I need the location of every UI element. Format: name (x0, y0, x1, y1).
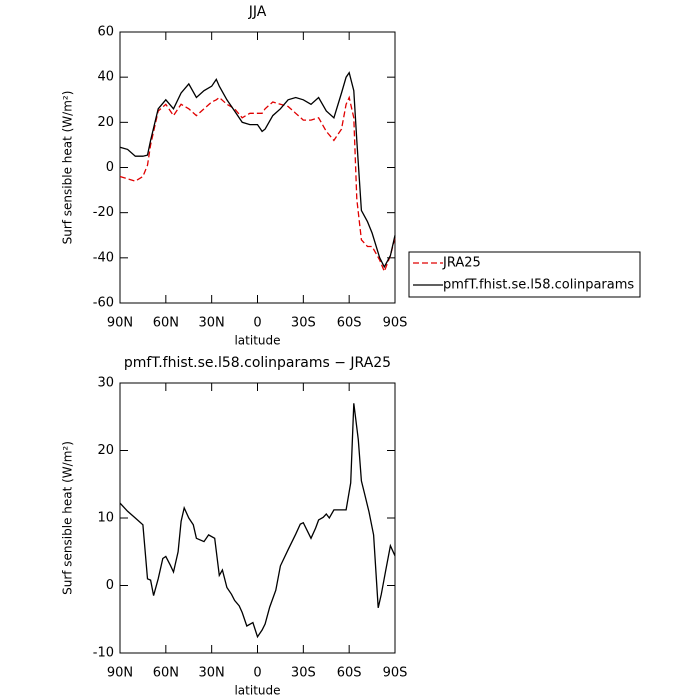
y-tick-label: 20 (97, 443, 114, 458)
chart-title: JJA (248, 4, 267, 20)
x-tick-label: 0 (253, 666, 261, 681)
x-axis-label: latitude (234, 334, 280, 348)
x-tick-label: 0 (253, 316, 261, 331)
x-tick-label: 30N (199, 666, 225, 681)
plot-frame (119, 382, 396, 654)
plot-frame (119, 31, 396, 304)
y-tick-label: 20 (97, 115, 114, 130)
x-tick-label: 90S (383, 316, 408, 331)
series-line (119, 71, 396, 269)
x-tick-label: 60S (337, 316, 362, 331)
x-tick-label: 60N (153, 316, 179, 331)
chart-title: pmfT.fhist.se.l58.colinparams − JRA25 (124, 355, 391, 371)
y-tick-label: 10 (97, 511, 114, 526)
x-tick-label: 30N (199, 316, 225, 331)
y-tick-label: 30 (97, 376, 114, 391)
y-axis-label: Surf sensible heat (W/m²) (61, 441, 75, 595)
x-tick-label: 30S (291, 666, 316, 681)
series-line (119, 403, 396, 639)
y-tick-label: -60 (93, 296, 114, 311)
x-tick-label: 90N (107, 316, 133, 331)
y-tick-label: -20 (93, 205, 114, 220)
y-tick-label: 40 (97, 70, 114, 85)
y-tick-label: 0 (106, 578, 114, 593)
y-tick-label: 60 (97, 25, 114, 40)
y-tick-label: -10 (93, 646, 114, 661)
x-tick-label: 30S (291, 316, 316, 331)
y-tick-label: 0 (106, 160, 114, 175)
x-tick-label: 90S (383, 666, 408, 681)
y-tick-label: -40 (93, 250, 114, 265)
x-axis-label: latitude (234, 684, 280, 698)
series-line (119, 95, 396, 274)
x-tick-label: 60S (337, 666, 362, 681)
legend-label: pmfT.fhist.se.l58.colinparams (443, 278, 634, 293)
x-tick-label: 90N (107, 666, 133, 681)
legend-box (408, 251, 641, 298)
legend-label: JRA25 (442, 256, 481, 271)
y-axis-label: Surf sensible heat (W/m²) (61, 91, 75, 245)
x-tick-label: 60N (153, 666, 179, 681)
